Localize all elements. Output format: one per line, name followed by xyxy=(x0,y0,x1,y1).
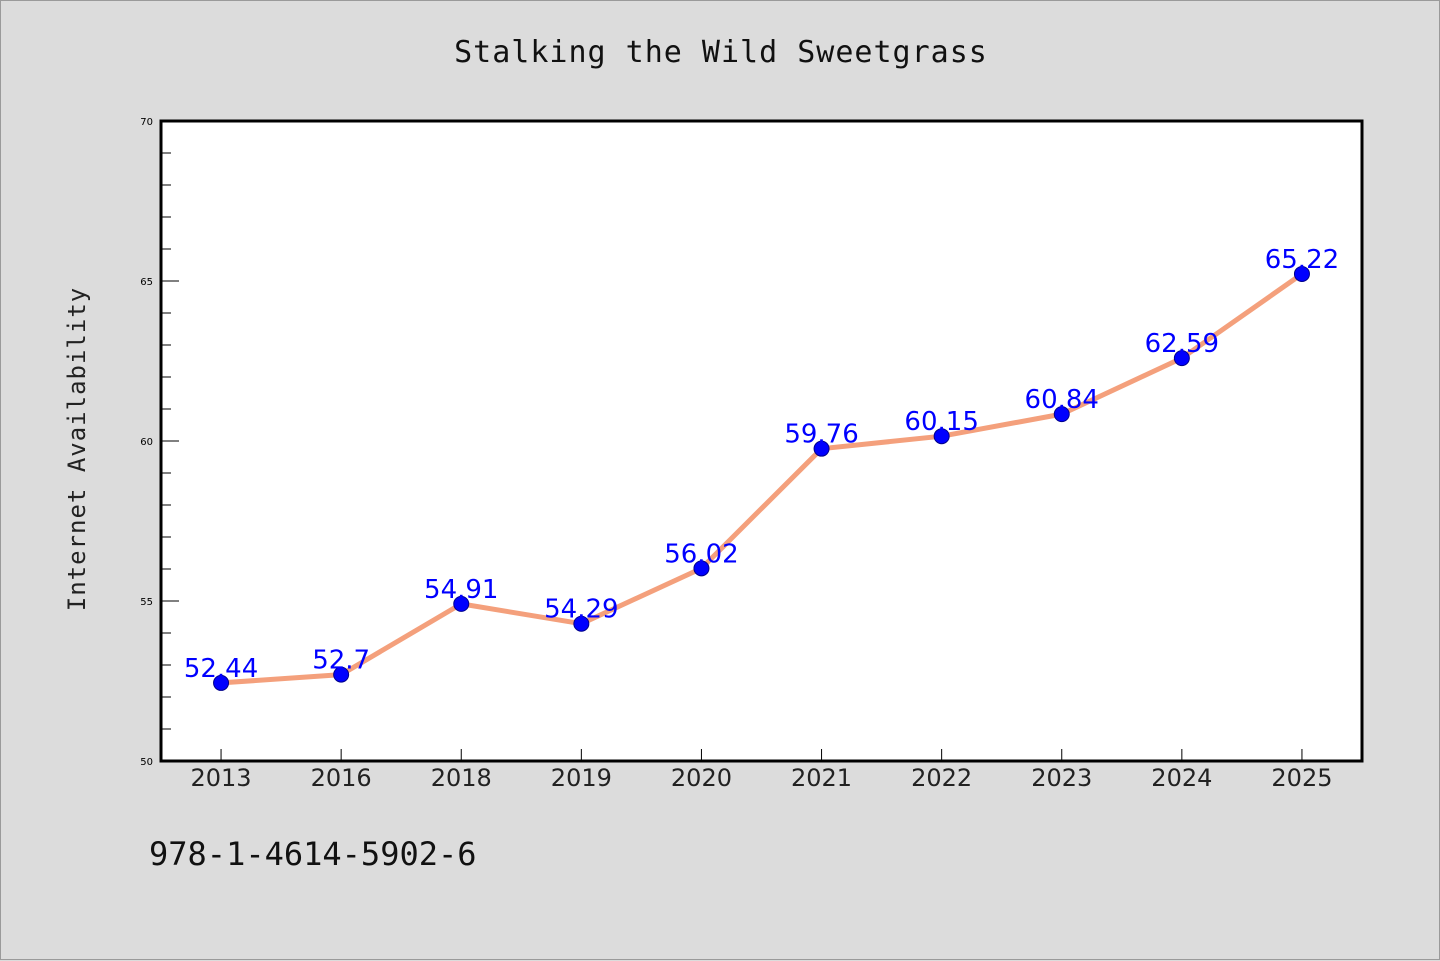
data-label: 59.76 xyxy=(784,420,858,450)
data-point xyxy=(1053,406,1070,423)
data-label: 52.7 xyxy=(312,646,370,676)
x-tick-label: 2020 xyxy=(671,764,732,792)
data-label: 65.22 xyxy=(1265,245,1339,275)
y-tick-label: 50 xyxy=(140,757,153,768)
data-point xyxy=(213,674,230,691)
x-tick-label: 2022 xyxy=(911,764,972,792)
data-label: 54.29 xyxy=(544,595,618,625)
x-tick-label: 2024 xyxy=(1151,764,1212,792)
data-point xyxy=(693,560,710,577)
x-tick-label: 2019 xyxy=(551,764,612,792)
y-tick-label: 65 xyxy=(140,277,153,288)
data-label: 52.44 xyxy=(184,654,258,684)
data-point xyxy=(1293,265,1310,282)
data-point xyxy=(813,440,830,457)
series-line xyxy=(218,271,1305,686)
x-tick-label: 2023 xyxy=(1031,764,1092,792)
data-point xyxy=(1173,350,1190,367)
isbn-footer: 978-1-4614-5902-6 xyxy=(149,835,477,873)
chart-title: Stalking the Wild Sweetgrass xyxy=(454,35,988,70)
data-point xyxy=(573,615,590,632)
data-point xyxy=(333,666,350,683)
plot-area xyxy=(159,119,1364,763)
data-point xyxy=(933,428,950,445)
data-label: 54.91 xyxy=(424,575,498,605)
x-tick-label: 2025 xyxy=(1271,764,1332,792)
data-label: 56.02 xyxy=(664,539,738,569)
x-tick-label: 2018 xyxy=(431,764,492,792)
data-label: 60.84 xyxy=(1025,385,1099,415)
y-tick-label: 70 xyxy=(140,117,153,128)
x-tick-label: 2013 xyxy=(191,764,252,792)
y-tick-label: 55 xyxy=(140,597,153,608)
data-label: 62.59 xyxy=(1145,329,1219,359)
data-point xyxy=(453,595,470,612)
y-tick-label: 60 xyxy=(140,437,153,448)
x-tick-label: 2021 xyxy=(791,764,852,792)
data-label: 60.15 xyxy=(904,407,978,437)
x-tick-label: 2016 xyxy=(311,764,372,792)
